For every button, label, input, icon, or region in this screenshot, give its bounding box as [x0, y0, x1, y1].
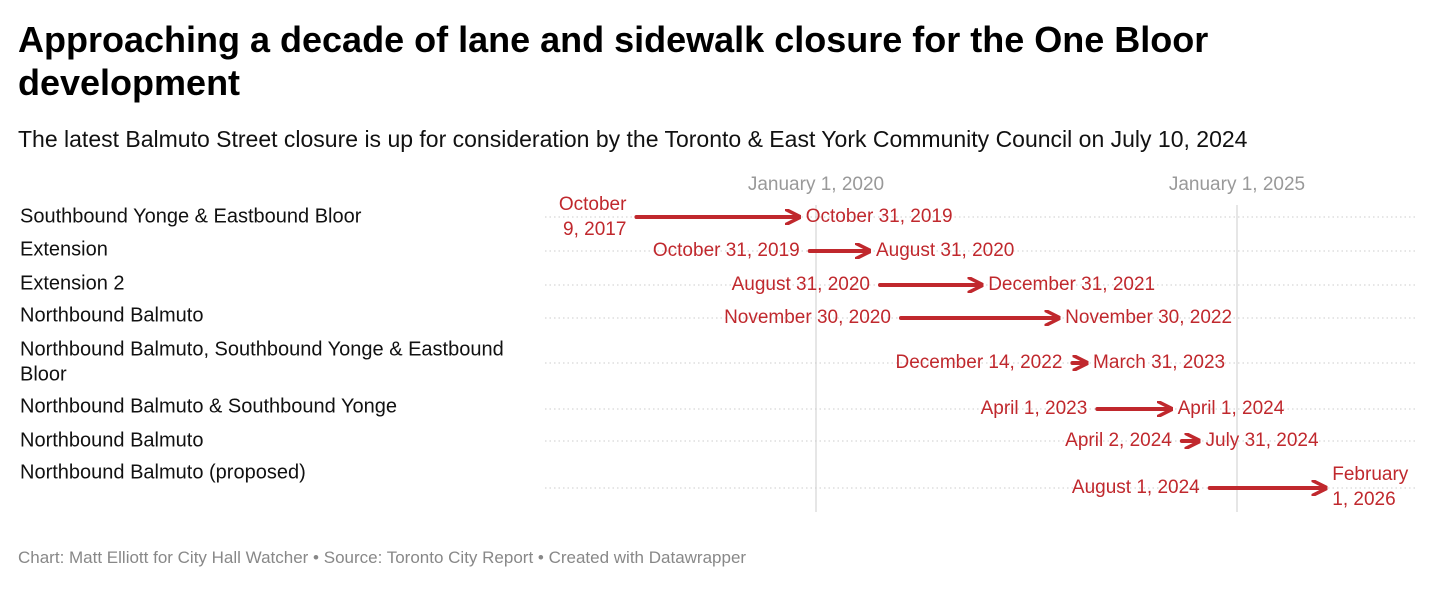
end-date-label: July 31, 2024	[1206, 430, 1319, 451]
row-label: Extension	[20, 238, 108, 260]
end-date-label: April 1, 2024	[1178, 398, 1285, 419]
row-label: Northbound Balmuto, Southbound Yonge & E…	[20, 338, 504, 360]
chart-subtitle: The latest Balmuto Street closure is up …	[18, 126, 1248, 152]
end-date-label: August 31, 2020	[876, 240, 1014, 261]
row-label: Bloor	[20, 363, 67, 385]
start-date-label: 9, 2017	[563, 219, 626, 240]
x-tick-label: January 1, 2025	[1169, 174, 1305, 195]
start-date-label: April 1, 2023	[981, 398, 1088, 419]
row-label: Northbound Balmuto	[20, 429, 203, 451]
x-tick-label: January 1, 2020	[748, 174, 884, 195]
chart-footer: Chart: Matt Elliott for City Hall Watche…	[18, 548, 747, 567]
row-label: Northbound Balmuto (proposed)	[20, 461, 306, 483]
start-date-label: April 2, 2024	[1065, 430, 1172, 451]
end-date-label: February	[1332, 464, 1409, 485]
range-chart: January 1, 2020 January 1, 2025 Southbound…	[20, 174, 1418, 512]
end-date-label: October 31, 2019	[806, 206, 953, 227]
end-date-label: March 31, 2023	[1093, 352, 1225, 373]
start-date-label: November 30, 2020	[724, 307, 891, 328]
chart-title: Approaching a decade of lane and sidewal…	[18, 19, 1209, 103]
row-label: Extension 2	[20, 272, 125, 294]
start-date-label: October 31, 2019	[653, 240, 800, 261]
start-date-label: August 31, 2020	[732, 274, 870, 295]
end-date-label: November 30, 2022	[1065, 307, 1232, 328]
start-date-label: December 14, 2022	[896, 352, 1063, 373]
row-label: Northbound Balmuto	[20, 304, 203, 326]
row-label: Southbound Yonge & Eastbound Bloor	[20, 205, 362, 227]
row-label: Northbound Balmuto & Southbound Yonge	[20, 395, 397, 417]
start-date-label: August 1, 2024	[1072, 477, 1200, 498]
start-date-label: October	[559, 194, 627, 215]
end-date-label: December 31, 2021	[988, 274, 1155, 295]
end-date-label: 1, 2026	[1332, 489, 1395, 510]
